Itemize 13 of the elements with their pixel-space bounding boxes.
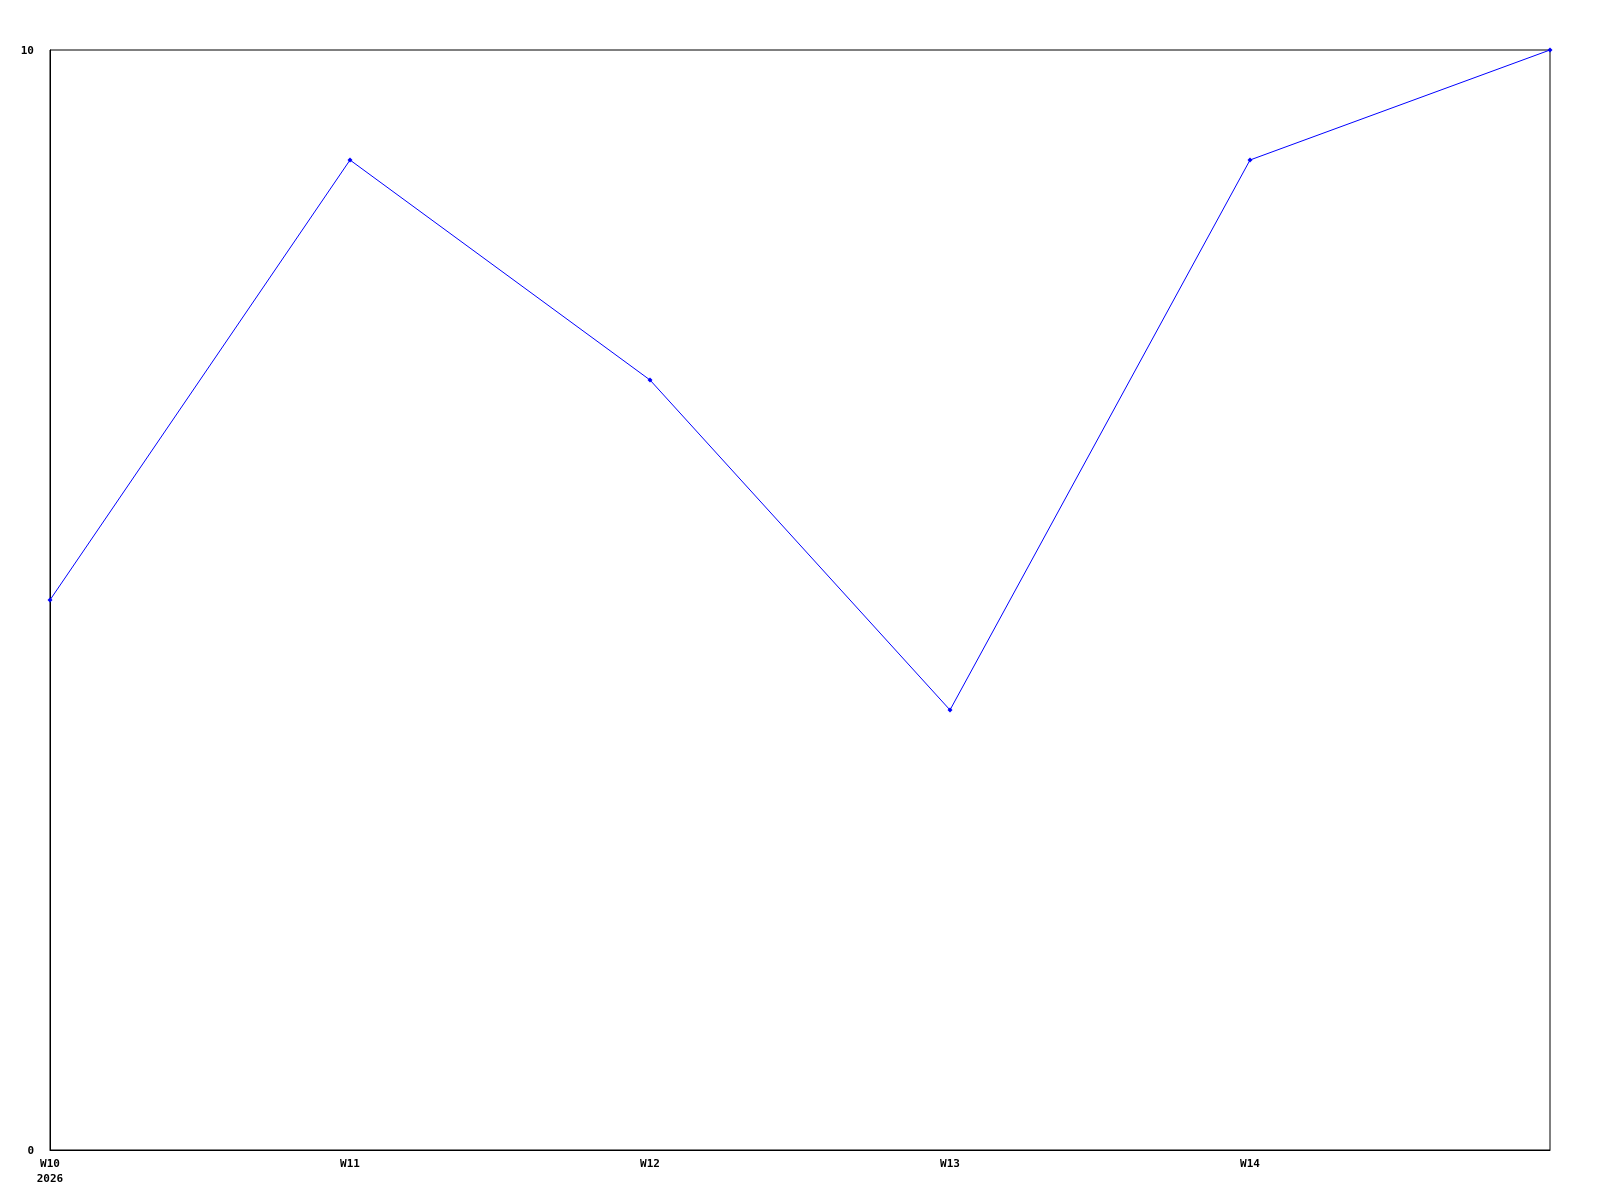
point — [1247, 157, 1253, 163]
x-tick-label: W13 — [940, 1157, 960, 1170]
x-tick-label: W12 — [640, 1157, 660, 1170]
point — [347, 157, 353, 163]
x-tick-label: W14 — [1240, 1157, 1261, 1170]
point — [1547, 47, 1553, 53]
point — [647, 377, 653, 383]
point — [947, 707, 953, 713]
y-tick-label: 0 — [27, 1143, 34, 1157]
y-tick-label: 10 — [20, 43, 34, 57]
x-tick-label: W10 2026 — [36, 1157, 64, 1185]
point — [47, 597, 53, 603]
x-tick-label: W11 — [340, 1157, 361, 1170]
